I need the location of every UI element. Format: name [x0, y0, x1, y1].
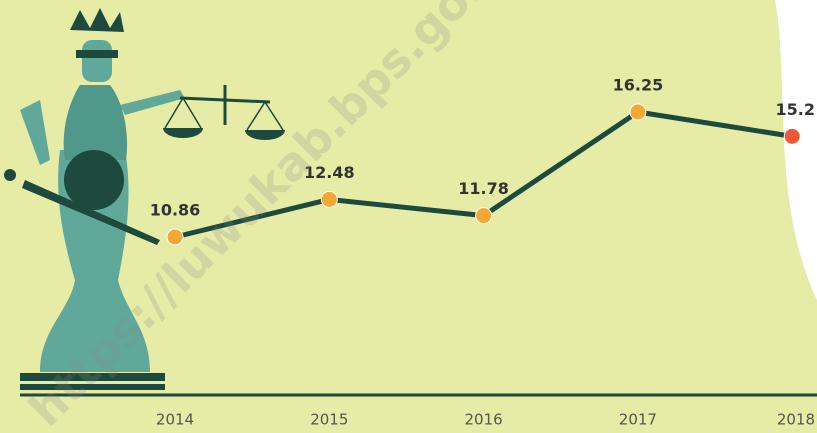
plot: 10.86 2014 12.48 2015 11.78 2016 16.25 2017 15.2… — [150, 76, 815, 429]
value-label: 11.78 — [458, 179, 509, 198]
value-label: 15.2 — [776, 100, 815, 119]
justice-statue — [4, 8, 285, 390]
value-label: 16.25 — [613, 76, 664, 95]
x-tick-label: 2015 — [310, 411, 348, 429]
x-tick-label: 2018 — [777, 411, 815, 429]
point — [629, 103, 647, 121]
point — [475, 207, 493, 225]
x-tick-label: 2016 — [465, 411, 503, 429]
point — [320, 190, 338, 208]
point — [166, 228, 184, 246]
value-label: 10.86 — [150, 201, 201, 220]
x-tick-label: 2014 — [156, 411, 194, 429]
x-tick-label: 2017 — [619, 411, 657, 429]
point — [783, 127, 801, 145]
value-label: 12.48 — [304, 163, 355, 182]
